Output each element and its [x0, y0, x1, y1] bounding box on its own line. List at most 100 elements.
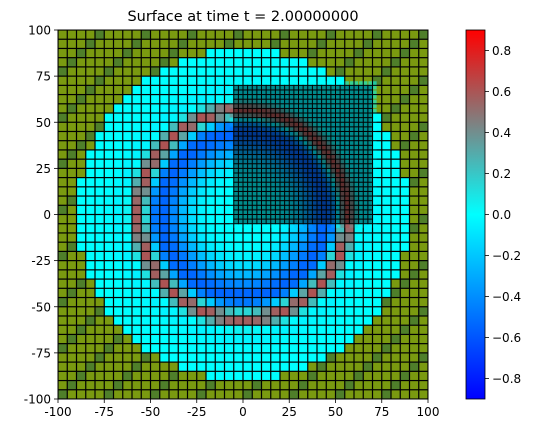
- heatmap-cell: [299, 252, 308, 261]
- heatmap-cell-refined: [238, 150, 243, 155]
- heatmap-cell: [169, 205, 178, 214]
- heatmap-cell: [114, 298, 123, 307]
- heatmap-cell: [141, 390, 150, 399]
- heatmap-cell: [289, 279, 298, 288]
- heatmap-cell: [58, 58, 67, 67]
- heatmap-cell-refined: [326, 99, 331, 104]
- heatmap-cell-refined: [363, 187, 368, 191]
- heatmap-cell: [252, 76, 261, 85]
- heatmap-cell: [243, 307, 252, 316]
- heatmap-cell: [86, 205, 95, 214]
- heatmap-cell-refined: [363, 196, 368, 201]
- heatmap-cell: [234, 233, 243, 242]
- heatmap-cell: [95, 187, 104, 196]
- heatmap-cell-refined: [299, 196, 303, 201]
- heatmap-cell: [326, 67, 335, 76]
- heatmap-cell: [77, 49, 86, 58]
- heatmap-cell: [215, 261, 224, 270]
- heatmap-cell: [363, 390, 372, 399]
- heatmap-cell-refined: [285, 81, 289, 85]
- heatmap-cell-refined: [289, 81, 294, 85]
- heatmap-cell: [326, 242, 335, 251]
- heatmap-cell: [299, 335, 308, 344]
- heatmap-cell: [58, 85, 67, 94]
- heatmap-cell: [169, 344, 178, 353]
- heatmap-cell-refined: [322, 122, 326, 127]
- heatmap-cell: [363, 298, 372, 307]
- y-tick-label: 100: [28, 24, 51, 38]
- heatmap-cell: [188, 150, 197, 159]
- heatmap-cell-refined: [368, 187, 373, 191]
- heatmap-cell-refined: [359, 224, 363, 228]
- heatmap-cell: [373, 132, 382, 141]
- heatmap-cell-refined: [349, 104, 354, 108]
- heatmap-cell-refined: [238, 173, 243, 178]
- heatmap-cell: [419, 335, 428, 344]
- heatmap-cell-refined: [354, 168, 359, 173]
- heatmap-cell: [77, 298, 86, 307]
- heatmap-cell: [151, 187, 160, 196]
- heatmap-cell: [400, 168, 409, 177]
- heatmap-cell-refined: [257, 155, 262, 159]
- heatmap-cell: [141, 279, 150, 288]
- heatmap-cell-refined: [257, 215, 262, 219]
- heatmap-cell: [178, 178, 187, 187]
- heatmap-cell: [419, 122, 428, 131]
- heatmap-cell-refined: [248, 90, 252, 95]
- heatmap-cell: [299, 288, 308, 297]
- heatmap-cell: [104, 159, 113, 168]
- heatmap-cell-refined: [317, 150, 322, 155]
- heatmap-cell: [419, 196, 428, 205]
- heatmap-cell: [206, 141, 215, 150]
- heatmap-cell-refined: [312, 205, 317, 210]
- colorbar-tick-label: 0.2: [492, 167, 511, 181]
- heatmap-cell-refined: [257, 159, 262, 164]
- heatmap-cell-refined: [345, 168, 349, 173]
- heatmap-cell: [400, 362, 409, 371]
- heatmap-cell: [123, 132, 132, 141]
- heatmap-cell: [299, 353, 308, 362]
- heatmap-cell-refined: [266, 85, 271, 90]
- heatmap-cell-refined: [308, 104, 312, 108]
- heatmap-cell-refined: [363, 173, 368, 178]
- heatmap-cell: [215, 196, 224, 205]
- heatmap-cell-refined: [331, 187, 336, 191]
- heatmap-cell: [262, 233, 271, 242]
- heatmap-cell: [391, 95, 400, 104]
- heatmap-cell-refined: [262, 81, 266, 85]
- heatmap-cell-refined: [238, 104, 243, 108]
- heatmap-cell-refined: [303, 127, 308, 131]
- heatmap-cell: [419, 132, 428, 141]
- heatmap-cell-refined: [243, 215, 248, 219]
- heatmap-cell-refined: [363, 210, 368, 214]
- heatmap-cell-refined: [345, 155, 349, 159]
- heatmap-cell: [160, 316, 169, 325]
- heatmap-cell: [373, 390, 382, 399]
- heatmap-cell-refined: [294, 215, 299, 219]
- heatmap-cell: [95, 252, 104, 261]
- heatmap-cell-refined: [229, 118, 234, 122]
- heatmap-cell-refined: [308, 187, 312, 191]
- heatmap-cell-refined: [336, 113, 340, 118]
- heatmap-cell: [104, 85, 113, 94]
- heatmap-cell: [95, 168, 104, 177]
- colorbar-tick-label: −0.6: [492, 331, 521, 345]
- heatmap-cell-refined: [349, 113, 354, 118]
- heatmap-cell-refined: [234, 127, 238, 131]
- heatmap-cell: [382, 205, 391, 214]
- heatmap-cell-refined: [262, 141, 266, 145]
- heatmap-cell: [262, 316, 271, 325]
- heatmap-cell-refined: [299, 90, 303, 95]
- heatmap-cell: [197, 159, 206, 168]
- heatmap-cell-refined: [326, 205, 331, 210]
- heatmap-cell: [104, 261, 113, 270]
- heatmap-cell-refined: [331, 224, 336, 228]
- heatmap-cell: [308, 30, 317, 39]
- heatmap-cell-refined: [354, 122, 359, 127]
- heatmap-cell: [169, 104, 178, 113]
- heatmap-cell: [391, 215, 400, 224]
- heatmap-cell-refined: [275, 118, 280, 122]
- heatmap-cell: [419, 104, 428, 113]
- heatmap-cell-refined: [336, 178, 340, 182]
- heatmap-cell: [104, 113, 113, 122]
